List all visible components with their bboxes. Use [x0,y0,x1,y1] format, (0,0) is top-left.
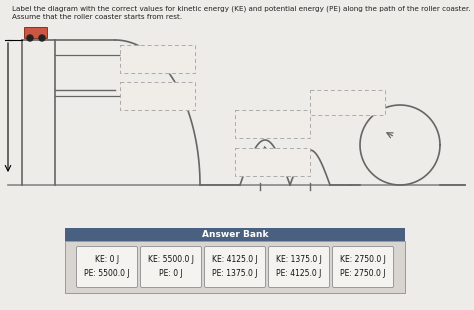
FancyBboxPatch shape [76,246,137,287]
Text: KE: 2750.0 J: KE: 2750.0 J [340,255,386,264]
Circle shape [27,35,33,41]
FancyBboxPatch shape [120,45,195,73]
Text: PE: 0 J: PE: 0 J [159,268,183,277]
FancyBboxPatch shape [120,82,195,110]
Text: PE: 4125.0 J: PE: 4125.0 J [276,268,322,277]
FancyBboxPatch shape [25,28,47,38]
FancyBboxPatch shape [65,228,405,241]
Text: KE: 5500.0 J: KE: 5500.0 J [148,255,194,264]
FancyBboxPatch shape [310,90,385,115]
Circle shape [39,35,45,41]
FancyBboxPatch shape [204,246,265,287]
Text: Answer Bank: Answer Bank [202,230,268,239]
FancyBboxPatch shape [235,148,310,176]
FancyBboxPatch shape [332,246,393,287]
Text: KE: 4125.0 J: KE: 4125.0 J [212,255,258,264]
Text: PE: 2750.0 J: PE: 2750.0 J [340,268,386,277]
Text: PE: 1375.0 J: PE: 1375.0 J [212,268,258,277]
FancyBboxPatch shape [235,110,310,138]
Text: KE: 1375.0 J: KE: 1375.0 J [276,255,322,264]
Text: PE: 5500.0 J: PE: 5500.0 J [84,268,130,277]
Text: Label the diagram with the correct values for kinetic energy (KE) and potential : Label the diagram with the correct value… [12,5,471,11]
FancyBboxPatch shape [65,241,405,293]
Text: Assume that the roller coaster starts from rest.: Assume that the roller coaster starts fr… [12,14,182,20]
Text: KE: 0 J: KE: 0 J [95,255,119,264]
FancyBboxPatch shape [140,246,201,287]
FancyBboxPatch shape [268,246,329,287]
